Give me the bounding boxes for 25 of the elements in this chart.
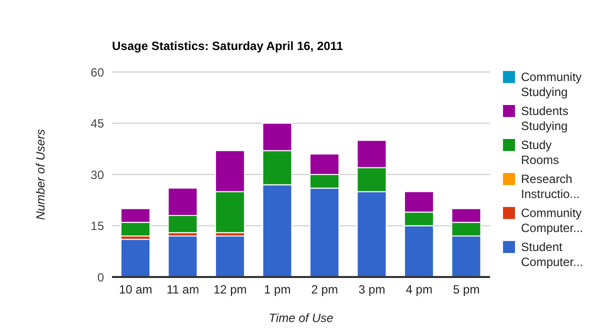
y-tick-label: 15 bbox=[90, 219, 104, 234]
legend-label: Study Rooms bbox=[521, 138, 560, 168]
y-axis-title: Number of Users bbox=[33, 129, 48, 220]
x-tick-label: 10 am bbox=[118, 282, 152, 297]
bar bbox=[168, 236, 198, 277]
x-tick-label: 1 pm bbox=[264, 282, 291, 297]
x-axis-title: Time of Use bbox=[268, 311, 334, 325]
legend-label: Student Computer... bbox=[521, 240, 584, 270]
y-tick-label: 45 bbox=[90, 116, 104, 131]
chart-title: Usage Statistics: Saturday April 16, 2011 bbox=[112, 39, 343, 53]
x-tick-label: 12 pm bbox=[213, 282, 247, 297]
y-tick-label: 0 bbox=[97, 270, 104, 284]
y-tick-label: 60 bbox=[90, 65, 104, 80]
x-tick-label: 4 pm bbox=[406, 282, 432, 297]
legend-label: Research Instructio... bbox=[521, 172, 581, 202]
x-tick-label: 2 pm bbox=[311, 282, 338, 297]
legend-label: Community Computer... bbox=[521, 206, 584, 236]
x-tick-label: 5 pm bbox=[453, 282, 480, 297]
bar bbox=[120, 238, 150, 277]
legend-label: Students Studying bbox=[521, 104, 570, 134]
bar bbox=[214, 236, 245, 277]
x-tick-label: 11 am bbox=[166, 282, 200, 297]
x-tick-label: 3 pm bbox=[358, 282, 386, 297]
legend-label: Community Studying bbox=[521, 70, 583, 100]
y-tick-label: 30 bbox=[90, 168, 104, 182]
